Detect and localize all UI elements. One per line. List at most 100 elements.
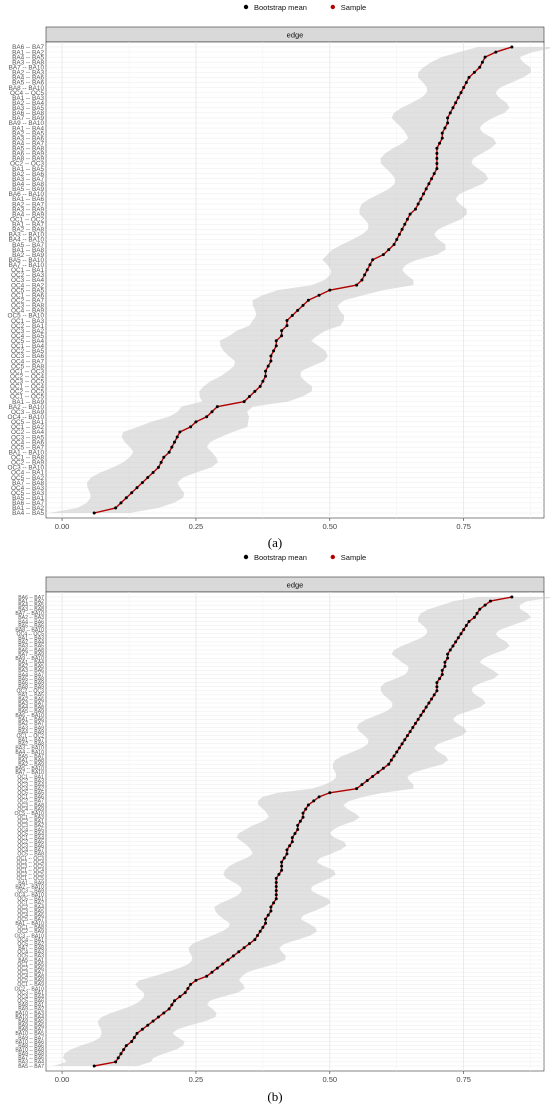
- bootstrap-mean-point: [371, 774, 375, 778]
- y-tick-label: BA1 -- BA2: [12, 505, 44, 512]
- bootstrap-mean-point: [360, 278, 364, 282]
- bootstrap-mean-point: [435, 151, 439, 155]
- bootstrap-mean-point: [371, 258, 375, 262]
- y-tick-label: OC1 -- BA1: [11, 267, 44, 274]
- bootstrap-mean-point: [221, 962, 225, 966]
- y-tick-label: OC5 -- BA7: [17, 917, 44, 923]
- y-tick-label: BA10 -- BA6: [15, 1039, 44, 1045]
- y-tick-label: BA4 -- BA6: [18, 619, 44, 625]
- y-tick-label: BA2 -- BA6: [12, 171, 44, 178]
- y-tick-label: OC1 -- OC3: [16, 856, 44, 862]
- bootstrap-mean-point: [256, 933, 260, 937]
- y-tick-label: BA2 -- BA3: [12, 70, 44, 77]
- bootstrap-mean-point: [173, 440, 177, 444]
- bootstrap-mean-point: [312, 799, 316, 803]
- bootstrap-mean-point: [132, 1035, 136, 1039]
- bootstrap-mean-point: [264, 369, 268, 373]
- bootstrap-mean-point: [397, 746, 401, 750]
- y-tick-label: BA1 -- BA10: [9, 449, 45, 456]
- bootstrap-mean-point: [272, 901, 276, 905]
- y-tick-label: OC1 -- BA1: [17, 774, 44, 780]
- y-tick-label: OC1 -- BA5: [17, 962, 44, 968]
- bootstrap-mean-point: [146, 476, 150, 480]
- bootstrap-mean-point: [440, 668, 444, 672]
- y-tick-label: BA4 -- BA5: [18, 603, 44, 609]
- bootstrap-mean-point: [408, 730, 412, 734]
- bootstrap-mean-point: [285, 852, 289, 856]
- y-tick-label: OC2 -- OC3: [16, 689, 44, 695]
- legend-label: Sample: [341, 553, 366, 562]
- y-tick-label: OC3 -- BA9: [17, 888, 44, 894]
- y-tick-label: OC5 -- BA8: [17, 852, 44, 858]
- x-tick-label: 0.75: [456, 1075, 471, 1084]
- bootstrap-mean-point: [285, 324, 289, 328]
- bootstrap-mean-point: [253, 938, 257, 942]
- y-tick-label: BA2 -- BA10: [15, 884, 44, 890]
- bootstrap-mean-point: [483, 603, 487, 607]
- bootstrap-mean-point: [432, 172, 436, 176]
- y-tick-label: BA2 -- BA6: [18, 697, 44, 703]
- y-tick-label: BA3 -- BA7: [12, 176, 44, 183]
- bootstrap-mean-point: [194, 420, 198, 424]
- y-tick-label: BA10 -- BA5: [15, 1031, 44, 1037]
- y-tick-label: BA6 -- BA8: [18, 648, 44, 654]
- y-tick-label: OC1 -- BA8: [11, 455, 44, 462]
- y-tick-label: BA5 -- BA7: [12, 242, 44, 249]
- bootstrap-mean-point: [178, 430, 182, 434]
- bootstrap-mean-point: [210, 410, 214, 414]
- bootstrap-mean-point: [446, 121, 450, 125]
- bootstrap-mean-point: [264, 921, 268, 925]
- y-tick-label: BA3 -- BA10: [15, 746, 44, 752]
- bootstrap-mean-point: [274, 339, 278, 343]
- bootstrap-mean-point: [443, 664, 447, 668]
- y-tick-label: BA3 -- BA8: [18, 607, 44, 613]
- bootstrap-mean-point: [114, 506, 118, 510]
- bootstrap-mean-point: [381, 253, 385, 257]
- y-tick-label: BA5 -- BA6: [18, 623, 44, 629]
- bootstrap-mean-point: [446, 656, 450, 660]
- x-tick-label: 0.75: [456, 522, 471, 531]
- caption-b: (b): [267, 1089, 283, 1104]
- bootstrap-mean-point: [365, 779, 369, 783]
- bootstrap-mean-point: [306, 803, 310, 807]
- bootstrap-mean-point: [269, 905, 273, 909]
- x-tick-label: 0.50: [323, 1075, 338, 1084]
- bootstrap-mean-point: [443, 126, 447, 130]
- bootstrap-mean-point: [480, 60, 484, 64]
- bootstrap-mean-point: [435, 156, 439, 160]
- y-tick-label: OC4 -- BA9: [17, 807, 44, 813]
- y-tick-label: BA8 -- BA6: [18, 1043, 44, 1049]
- bootstrap-mean-point: [472, 615, 476, 619]
- legend-key-bootstrap-mean: [243, 554, 249, 560]
- y-tick-label: OC5 -- BA5: [17, 791, 44, 797]
- y-tick-label: OC5 -- BA8: [11, 363, 44, 370]
- bootstrap-mean-point: [258, 384, 262, 388]
- y-tick-label: BA2 -- BA5: [12, 130, 44, 137]
- caption-a: (a): [267, 535, 283, 550]
- y-tick-label: BA5 -- BA8: [12, 146, 44, 153]
- y-tick-label: BA5 -- BA1: [12, 495, 44, 502]
- bootstrap-mean-point: [119, 1052, 123, 1056]
- bootstrap-mean-point: [397, 232, 401, 236]
- y-tick-label: OC5 -- BA1: [17, 897, 44, 903]
- bootstrap-mean-point: [435, 685, 439, 689]
- bootstrap-mean-point: [422, 709, 426, 713]
- facet-strip-label: edge: [287, 581, 304, 590]
- bootstrap-mean-point: [427, 182, 431, 186]
- y-tick-label: BA2 -- BA9: [18, 762, 44, 768]
- y-tick-label: OC2 -- BA7: [11, 298, 44, 305]
- y-tick-label: OC4 -- BA2: [17, 786, 44, 792]
- y-tick-label: OC3 -- BA5: [17, 909, 44, 915]
- y-tick-label: BA4 -- BA5: [12, 54, 44, 61]
- bootstrap-mean-point: [365, 268, 369, 272]
- bootstrap-mean-point: [389, 758, 393, 762]
- y-tick-label: OC2 -- OC5: [16, 872, 44, 878]
- y-tick-label: BA1 -- BA6: [18, 717, 44, 723]
- bootstrap-mean-point: [162, 455, 166, 459]
- bootstrap-mean-point: [173, 999, 177, 1003]
- bootstrap-mean-point: [274, 876, 278, 880]
- y-tick-label: BA4 -- BA10: [9, 237, 45, 244]
- y-tick-label: BA5 -- BA7: [18, 1064, 44, 1070]
- y-tick-label: BA1 -- BA9: [18, 880, 44, 886]
- y-tick-label: OC3 -- BA6: [11, 353, 44, 360]
